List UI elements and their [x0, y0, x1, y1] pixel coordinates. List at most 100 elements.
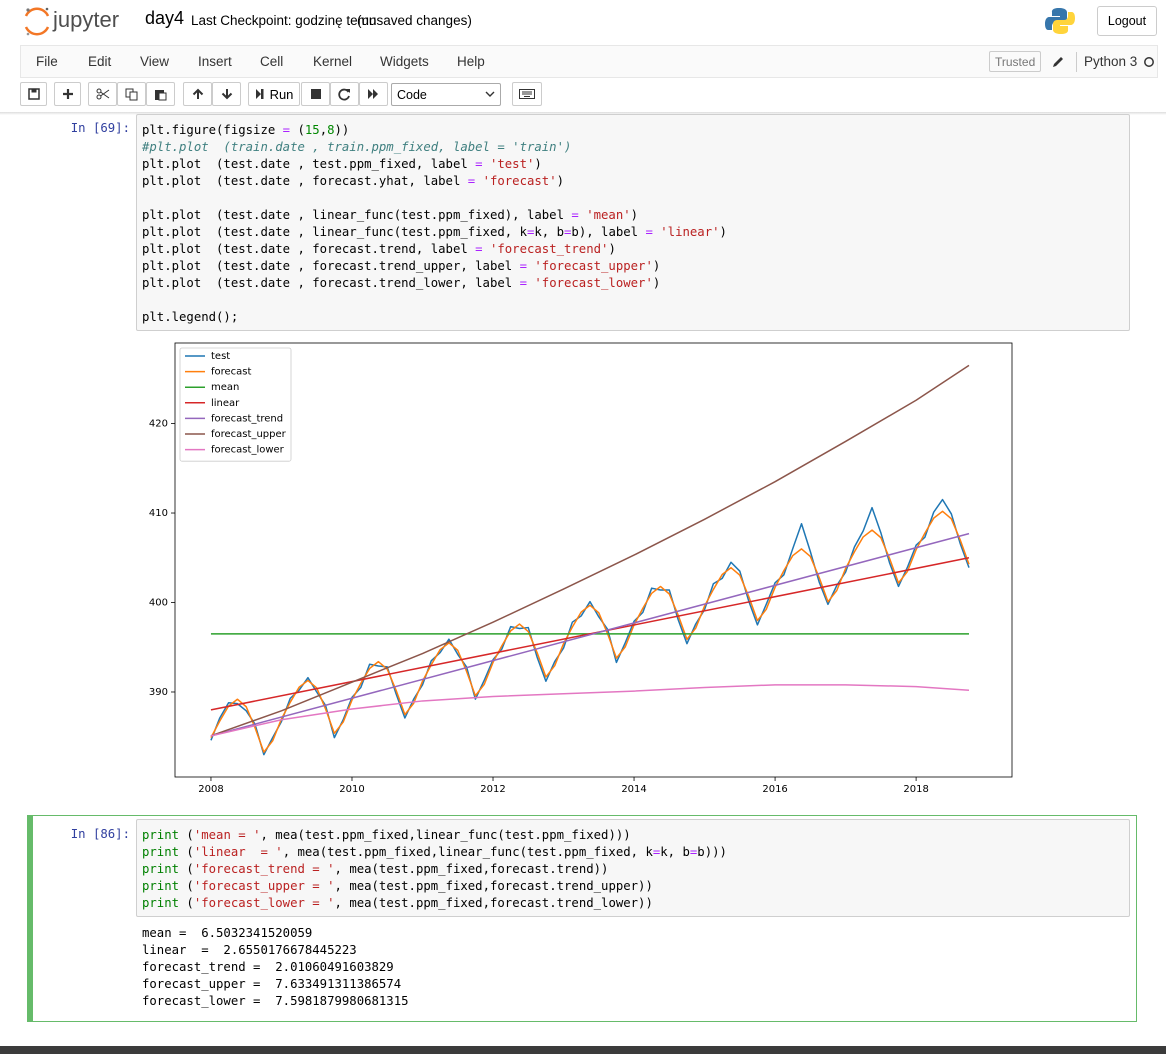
code-token: = [475, 242, 483, 256]
checkpoint: Last Checkpoint: godzinę temu [191, 13, 377, 28]
x-tick-label: 2008 [198, 784, 223, 795]
move-down-button[interactable] [212, 82, 241, 106]
code-token: = [689, 845, 698, 859]
output-line: forecast_upper = 7.633491311386574 [142, 977, 402, 991]
code-token: 8 [327, 123, 335, 137]
restart-button[interactable] [330, 82, 359, 106]
code-line: plt.plot (test.date , forecast.trend_upp… [142, 259, 661, 273]
blank-line [142, 190, 1124, 207]
code-token: = [475, 157, 483, 171]
legend-box [179, 347, 292, 462]
axes-frame [174, 342, 1013, 778]
code-token: print [142, 896, 180, 910]
code-token: = [564, 225, 572, 239]
menu-item[interactable]: File [36, 54, 58, 69]
run-button[interactable]: Run [248, 82, 300, 106]
code-token: 'linear = ' [193, 845, 283, 859]
paste-button[interactable] [146, 82, 175, 106]
code-token: = [652, 845, 661, 859]
run-label: Run [269, 86, 294, 102]
code-line: plt.legend(); [142, 310, 239, 324]
legend-label: forecast_lower [211, 445, 285, 456]
code-line: print ('forecast_trend = ', mea(test.ppm… [142, 862, 609, 876]
x-tick-label: 2018 [903, 784, 928, 795]
code-line: plt.plot (test.date , test.ppm_fixed, la… [142, 157, 542, 171]
code-line: plt.figure(figsize = (15,8)) [142, 123, 350, 137]
input-prompt: In [69]: [70, 121, 130, 135]
menu-item[interactable]: Insert [198, 54, 232, 69]
cell-type-select[interactable]: Code [391, 83, 501, 106]
plot-output: 2008 2010 2012 2014 2016 2018 390 400 410 420 test… [149, 342, 1013, 795]
code-line: plt.plot (test.date , linear_func(test.p… [142, 208, 639, 222]
edit-icon[interactable] [1051, 55, 1065, 69]
legend-label: forecast [211, 367, 252, 378]
y-tick-label: 400 [149, 598, 168, 609]
kernel-name: Python 3 [1084, 54, 1138, 69]
code-line: print ('linear = ', mea(test.ppm_fixed,l… [142, 845, 727, 859]
code-line: plt.plot (test.date , linear_func(test.p… [142, 225, 727, 239]
code-line: plt.plot (test.date , forecast.yhat, lab… [142, 174, 565, 188]
legend-label: test [211, 351, 230, 362]
code-token: 'linear' [660, 225, 720, 239]
cut-button[interactable] [88, 82, 117, 106]
x-tick-label: 2012 [480, 784, 505, 795]
code-token: print [142, 828, 180, 842]
save-button[interactable] [20, 82, 47, 106]
header-shadow [0, 112, 1166, 115]
code-token: 'mean' [586, 208, 631, 222]
menu-item[interactable]: Help [457, 54, 485, 69]
menu-item[interactable]: View [140, 54, 170, 69]
menu-item[interactable]: Widgets [380, 54, 429, 69]
x-tick-label: 2010 [339, 784, 364, 795]
code-line: plt.plot (test.date , forecast.trend_low… [142, 276, 661, 290]
code-token: 15 [304, 123, 320, 137]
code-input[interactable]: print ('mean = ', mea(test.ppm_fixed,lin… [136, 819, 1130, 917]
y-tick-label: 410 [149, 508, 168, 519]
code-token: 'forecast_upper' [534, 259, 653, 273]
move-up-button[interactable] [183, 82, 212, 106]
series-line [210, 364, 970, 737]
code-token: = [467, 174, 476, 188]
keyboard-button[interactable] [512, 82, 542, 106]
code-token: 'forecast_lower = ' [193, 896, 335, 910]
code-token: = [519, 276, 527, 290]
restart-run-all-button[interactable] [359, 82, 388, 106]
stop-button[interactable] [301, 82, 330, 106]
logout-button[interactable]: Logout [1097, 6, 1157, 36]
cell-type: Code [397, 88, 427, 102]
legend-label: linear [211, 398, 240, 409]
notebook-name[interactable]: day4 [145, 8, 185, 28]
code-token: print [142, 862, 180, 876]
menu-item[interactable]: Cell [260, 54, 284, 69]
code-token: 'forecast_trend = ' [193, 862, 335, 876]
trusted-badge[interactable]: Trusted [989, 51, 1042, 72]
add-cell-button[interactable] [54, 82, 81, 106]
y-tick-label: 420 [149, 419, 168, 430]
x-tick-label: 2016 [762, 784, 787, 795]
output-line: forecast_trend = 2.01060491603829 [142, 960, 394, 974]
code-token: 'forecast' [482, 174, 557, 188]
code-token: 'forecast_upper = ' [193, 879, 335, 893]
code-token: = [519, 259, 527, 273]
menu-item[interactable]: Edit [88, 54, 112, 69]
code-token: 'mean = ' [193, 828, 261, 842]
code-line: print ('mean = ', mea(test.ppm_fixed,lin… [142, 828, 631, 842]
code-token: 'test' [489, 157, 535, 171]
selected-cell[interactable] [27, 815, 1137, 1022]
y-tick-label: 390 [149, 687, 168, 698]
code-token: = [282, 123, 291, 137]
python-logo [1045, 8, 1075, 34]
code-line: print ('forecast_lower = ', mea(test.ppm… [142, 896, 653, 910]
code-input[interactable]: plt.figure(figsize = (15,8)) #plt.plot (t… [136, 114, 1130, 331]
legend-label: forecast_trend [211, 413, 283, 424]
code-line: #plt.plot (train.date , train.ppm_fixed,… [142, 139, 1124, 156]
code-token: = [526, 225, 535, 239]
autosave-status: (unsaved changes) [357, 13, 472, 28]
legend-label: mean [211, 382, 239, 393]
code-token: #plt.plot (train.date , train.ppm_fixed,… [142, 140, 572, 154]
copy-button[interactable] [117, 82, 146, 106]
blank-line [142, 292, 1124, 309]
code-token: 'forecast_lower' [534, 276, 653, 290]
menu-item[interactable]: Kernel [313, 54, 353, 69]
